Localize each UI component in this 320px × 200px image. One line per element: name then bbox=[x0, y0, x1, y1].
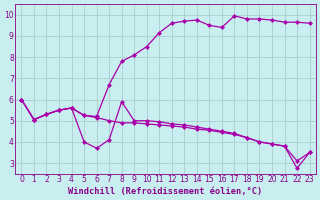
X-axis label: Windchill (Refroidissement éolien,°C): Windchill (Refroidissement éolien,°C) bbox=[68, 187, 263, 196]
